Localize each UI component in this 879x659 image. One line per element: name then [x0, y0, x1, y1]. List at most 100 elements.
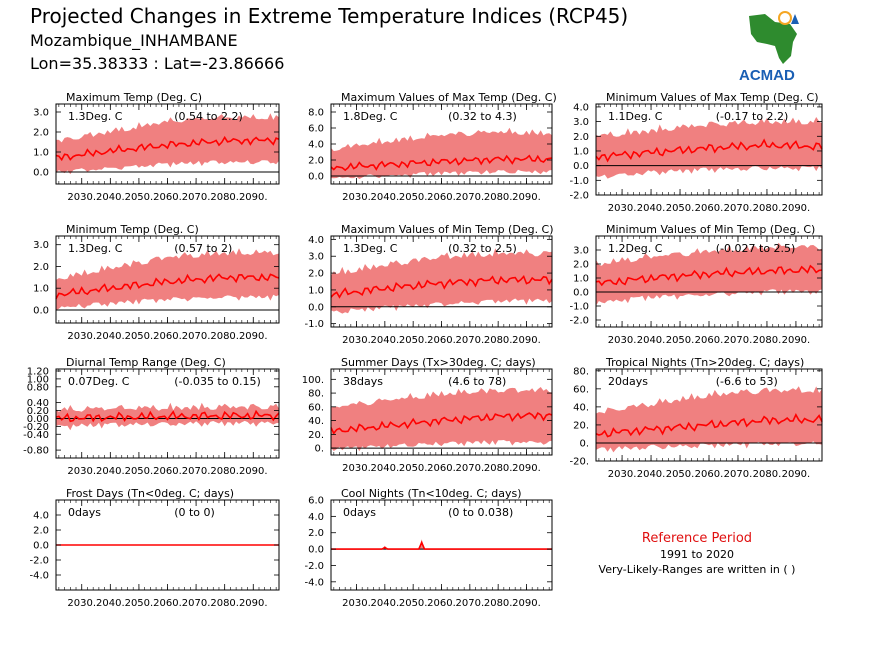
x-tick-label: 2030.	[342, 463, 371, 474]
y-tick-label: 6.0	[308, 124, 324, 135]
x-tick-label: 2090.	[782, 469, 811, 480]
y-tick-label: 1.0	[33, 284, 49, 295]
change-label: 0days	[343, 506, 376, 519]
x-tick-label: 2030.	[608, 469, 637, 480]
x-tick-label: 2030.	[342, 598, 371, 609]
reference-note: Very-Likely-Ranges are written in ( )	[598, 563, 796, 576]
range-label: (0.32 to 4.3)	[448, 110, 517, 123]
y-tick-label: 8.0	[308, 108, 324, 119]
x-tick-label: 2070.	[182, 331, 211, 342]
x-tick-label: 2070.	[456, 598, 485, 609]
chart-title: Minimum Values of Min Temp (Deg. C)	[606, 223, 815, 236]
coordinates: Lon=35.38333 : Lat=-23.86666	[30, 54, 285, 73]
x-tick-label: 2080.	[753, 469, 782, 480]
x-tick-label: 2080.	[484, 335, 513, 346]
y-tick-label: -4.0	[29, 571, 49, 582]
x-tick-label: 2030.	[67, 331, 96, 342]
median-line	[55, 409, 280, 423]
y-tick-label: 0.0	[573, 288, 589, 299]
chart-panel: 2030. 2040. 2050. 2060. 2070. 2080. 2090. -2.0 -…	[569, 91, 823, 214]
chart-title: Tropical Nights (Tn>20deg. C; days)	[605, 356, 804, 369]
y-tick-label: 3.0	[33, 240, 49, 251]
range-label: (0.54 to 2.2)	[174, 110, 243, 123]
change-label: 0.07Deg. C	[68, 375, 130, 388]
range-label: (-6.6 to 53)	[716, 375, 778, 388]
y-tick-label: 0.40	[27, 398, 49, 409]
page-title: Projected Changes in Extreme Temperature…	[30, 4, 629, 28]
chart-panel: 2030. 2040. 2050. 2060. 2070. 2080. 2090. -4.0 -…	[304, 487, 553, 609]
range-label: (0 to 0)	[174, 506, 215, 519]
y-tick-label: 6.0	[308, 496, 324, 507]
x-tick-label: 2060.	[427, 463, 456, 474]
y-tick-label: 3.0	[33, 108, 49, 119]
y-tick-label: 4.0	[33, 511, 49, 522]
x-tick-label: 2080.	[210, 466, 239, 477]
x-tick-label: 2050.	[399, 335, 428, 346]
x-tick-label: 2040.	[96, 331, 125, 342]
x-tick-label: 2050.	[666, 203, 695, 214]
x-tick-label: 2040.	[371, 335, 400, 346]
range-label: (-0.027 to 2.5)	[716, 242, 796, 255]
x-tick-label: 2040.	[637, 469, 666, 480]
chart-title: Maximum Values of Min Temp (Deg. C)	[341, 223, 554, 236]
x-tick-label: 2080.	[484, 598, 513, 609]
chart-title: Diurnal Temp Range (Deg. C)	[66, 356, 226, 369]
y-tick-label: 0.0	[33, 168, 49, 179]
change-label: 1.2Deg. C	[608, 242, 663, 255]
range-band	[56, 113, 279, 175]
change-label: 38days	[343, 375, 383, 388]
y-tick-label: 1.0	[573, 146, 589, 157]
median-line	[595, 413, 823, 438]
x-tick-label: 2080.	[484, 192, 513, 203]
y-tick-label: -1.0	[569, 176, 589, 187]
x-tick-label: 2090.	[512, 335, 541, 346]
x-tick-label: 2090.	[782, 203, 811, 214]
median-line	[595, 264, 823, 287]
x-tick-label: 2060.	[153, 192, 182, 203]
y-tick-label: -0.20	[23, 422, 49, 433]
y-tick-label: 40.	[308, 416, 324, 427]
change-label: 1.1Deg. C	[608, 110, 663, 123]
acmad-logo: ACMAD	[735, 8, 819, 88]
logo-text: ACMAD	[739, 67, 795, 84]
y-tick-label: 0.	[314, 444, 324, 455]
y-tick-label: 4.0	[573, 102, 589, 113]
median-line	[330, 154, 553, 172]
x-tick-label: 2090.	[239, 598, 268, 609]
y-tick-label: 0.0	[308, 302, 324, 313]
range-band	[56, 248, 279, 310]
x-tick-label: 2030.	[608, 335, 637, 346]
median-line	[55, 273, 280, 300]
range-band	[331, 248, 552, 314]
x-tick-label: 2080.	[753, 203, 782, 214]
y-tick-label: 1.20	[27, 366, 49, 377]
x-tick-label: 2070.	[456, 192, 485, 203]
x-tick-label: 2070.	[182, 466, 211, 477]
x-tick-label: 2040.	[637, 203, 666, 214]
x-tick-label: 2060.	[427, 192, 456, 203]
y-tick-label: -2.0	[569, 316, 589, 327]
reference-title: Reference Period	[641, 531, 753, 546]
range-label: (0 to 0.038)	[448, 506, 513, 519]
chart-title: Minimum Temp (Deg. C)	[66, 223, 199, 236]
range-label: (-0.17 to 2.2)	[716, 110, 789, 123]
chart-panel: 2030. 2040. 2050. 2060. 2070. 2080. 2090. -4.0 -…	[29, 487, 280, 609]
x-tick-label: 2080.	[484, 463, 513, 474]
y-tick-label: 100.	[302, 375, 324, 386]
africa-map-icon: ACMAD	[739, 11, 799, 84]
y-tick-label: 0.0	[308, 172, 324, 183]
y-tick-label: -1.0	[569, 302, 589, 313]
y-tick-label: 80.	[308, 389, 324, 400]
y-tick-label: -2.0	[569, 191, 589, 202]
chart-panel: 2030. 2040. 2050. 2060. 2070. 2080. 2090. 0. 20.…	[302, 356, 553, 474]
x-tick-label: 2060.	[153, 331, 182, 342]
x-tick-label: 2050.	[125, 466, 154, 477]
y-tick-label: 60.	[308, 402, 324, 413]
x-tick-label: 2060.	[695, 469, 724, 480]
x-tick-label: 2050.	[666, 469, 695, 480]
x-tick-label: 2050.	[125, 598, 154, 609]
median-line	[55, 135, 280, 162]
x-tick-label: 2090.	[239, 466, 268, 477]
chart-panel: 2030. 2040. 2050. 2060. 2070. 2080. 2090. -1.0 0…	[304, 223, 553, 346]
y-tick-label: 0.0	[33, 541, 49, 552]
